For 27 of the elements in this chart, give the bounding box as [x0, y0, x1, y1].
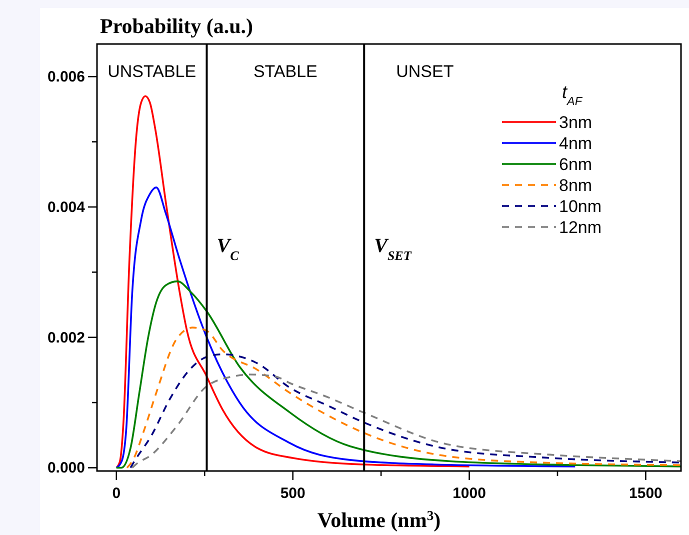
ref-line-label: V$_{C}$ [216, 235, 240, 262]
x-tick-label: 1500 [629, 485, 662, 502]
line-series [130, 353, 682, 469]
line-series [131, 374, 682, 469]
line-series [116, 95, 470, 469]
legend-label: 8nm [559, 176, 592, 195]
x-axis-title: Volume (nm$^{3}$) [317, 508, 441, 532]
annotation: STABLE [253, 62, 318, 81]
x-tick-label: 0 [112, 485, 121, 502]
y-tick-label: 0.000 [47, 460, 85, 477]
chart-title: Probability (a.u.) [100, 14, 254, 38]
ref-line-label: V$_{SET}$ [374, 235, 412, 262]
annotation: UNSET [396, 62, 454, 81]
y-tick-label: 0.002 [47, 329, 85, 346]
legend-label: 4nm [559, 134, 592, 153]
line-series [116, 280, 682, 469]
legend-label: 6nm [559, 155, 592, 174]
y-tick-label: 0.004 [47, 198, 86, 216]
legend-title: t$_{AF}$ [562, 82, 583, 108]
legend-label: 12nm [559, 218, 602, 237]
y-tick-label: 0.006 [47, 68, 85, 86]
line-series [126, 326, 682, 469]
x-tick-label: 500 [280, 485, 306, 502]
annotation: UNSTABLE [108, 62, 196, 81]
legend-label: 10nm [559, 197, 602, 216]
legend-label: 3nm [559, 113, 592, 132]
x-tick-label: 1000 [452, 485, 486, 502]
